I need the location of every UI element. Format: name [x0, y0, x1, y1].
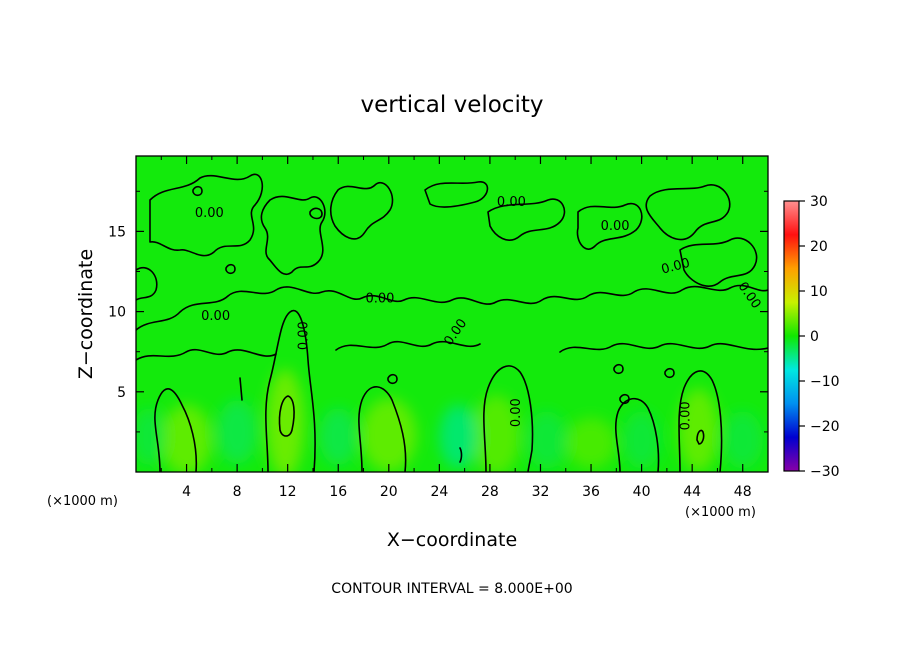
colorbar-tick-label: −30 — [810, 464, 840, 480]
x-tick-label: 4 — [182, 484, 191, 500]
colorbar-ticks: 30 20 10 0 −10 −20 −30 — [799, 194, 840, 480]
plot-frame — [135, 155, 769, 473]
contour-line — [645, 184, 731, 241]
colorbar-tick-label: 0 — [810, 329, 819, 345]
downdraft-cell — [439, 404, 478, 469]
y-tick-label: 15 — [108, 224, 126, 240]
contour-line — [192, 185, 203, 197]
colorbar-tick-label: 20 — [810, 239, 828, 255]
contour-line — [459, 447, 463, 463]
contour-label: 0.00 — [678, 401, 693, 430]
downdraft-cell — [216, 399, 258, 464]
updraft-cell — [161, 404, 212, 472]
contour-line — [664, 367, 675, 379]
updraft-cell — [678, 388, 719, 472]
x-tick-label: 20 — [380, 484, 398, 500]
contour-interval-note: CONTOUR INTERVAL = 8.000E+00 — [331, 581, 572, 597]
contour-line — [278, 395, 295, 437]
x-unit-label-left: (×1000 m) — [47, 494, 118, 509]
x-tick-label: 16 — [329, 484, 347, 500]
contour-label: 0.00 — [509, 398, 524, 427]
y-axis-label: Z−coordinate — [75, 249, 97, 379]
zero-contour-lines — [136, 173, 768, 472]
contour-line — [613, 363, 624, 375]
contour-line — [696, 429, 705, 445]
contour-line — [335, 340, 481, 351]
y-axis: 5 10 15 — [108, 190, 768, 433]
contour-label: 0.00 — [497, 195, 526, 210]
downdraft-cell — [136, 407, 166, 466]
contour-line — [136, 348, 277, 361]
contour-label: 0.00 — [601, 219, 630, 234]
field-anomalies — [136, 369, 763, 472]
contour-line — [149, 173, 264, 257]
x-tick-label: 48 — [734, 484, 752, 500]
contour-line — [619, 393, 630, 405]
x-tick-label: 12 — [279, 484, 297, 500]
updraft-cell — [266, 369, 305, 472]
downdraft-cell — [622, 411, 661, 469]
contour-line — [260, 195, 326, 275]
downdraft-cell — [526, 411, 568, 469]
contour-line — [154, 388, 198, 472]
plot-area: 0.000.000.000.000.000.000.000.00 0.000.00… — [136, 156, 768, 472]
contour-line — [309, 207, 323, 220]
contour-label-group: 0.000.000.000.000.000.000.000.00 0.000.00… — [195, 195, 764, 430]
contour-label: 0.00 — [195, 206, 224, 221]
contour-line — [678, 370, 723, 472]
colorbar: 30 20 10 0 −10 −20 −30 — [783, 194, 840, 480]
chart-title: vertical velocity — [361, 92, 544, 118]
contour-line — [239, 377, 243, 401]
x-tick-label: 36 — [582, 484, 600, 500]
colorbar-tick-label: 10 — [810, 284, 828, 300]
x-tick-label: 40 — [633, 484, 651, 500]
x-axis-label: X−coordinate — [387, 529, 517, 551]
contour-line — [559, 342, 768, 353]
contour-line — [225, 263, 236, 275]
x-axis: 4 8 12 16 20 24 28 32 36 40 44 48 — [160, 156, 752, 500]
y-tick-label: 5 — [117, 385, 126, 401]
contour-line — [136, 266, 158, 301]
x-tick-label: 28 — [481, 484, 499, 500]
colorbar-tick-label: −20 — [810, 419, 840, 435]
contour-line — [358, 386, 407, 472]
contour-line — [483, 365, 534, 472]
contour-line — [614, 397, 660, 472]
contour-line — [679, 237, 758, 287]
y-tick-label: 10 — [108, 305, 126, 321]
contour-label: 0.00 — [297, 321, 312, 350]
contour-line — [329, 182, 394, 240]
contour-line — [387, 373, 398, 385]
contour-label: 0.00 — [365, 291, 394, 306]
updraft-cell — [565, 417, 617, 469]
contour-label: 0.00 — [660, 256, 692, 278]
contour-label: 0.00 — [201, 309, 230, 324]
contour-line — [424, 181, 489, 208]
colorbar-gradient — [783, 200, 800, 472]
contour-line — [576, 202, 643, 250]
contour-line — [265, 309, 316, 472]
x-tick-label: 8 — [233, 484, 242, 500]
downdraft-cell — [319, 407, 358, 466]
downdraft-cell — [722, 411, 763, 469]
x-tick-label: 24 — [430, 484, 448, 500]
colorbar-tick-label: 30 — [810, 194, 828, 210]
colorbar-tick-label: −10 — [810, 374, 840, 390]
x-tick-label: 44 — [683, 484, 701, 500]
x-unit-label-right: (×1000 m) — [685, 505, 756, 520]
contour-line — [136, 284, 768, 331]
x-tick-label: 32 — [532, 484, 550, 500]
contour-line — [487, 198, 566, 241]
updraft-cell — [360, 398, 417, 472]
